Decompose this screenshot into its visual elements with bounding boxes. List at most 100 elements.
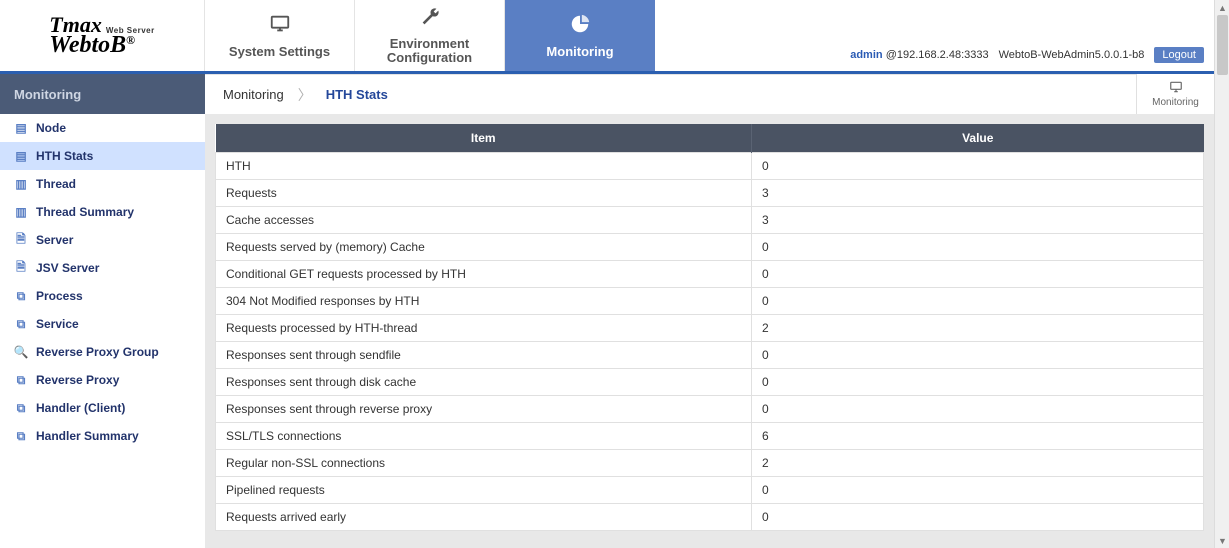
sidebar-item-process[interactable]: ⧉ Process	[0, 282, 205, 310]
cell-value: 3	[752, 180, 1204, 207]
tab-monitoring[interactable]: Monitoring	[505, 0, 655, 71]
scroll-thumb[interactable]	[1217, 15, 1228, 75]
cell-item: Cache accesses	[216, 207, 752, 234]
cell-value: 0	[752, 153, 1204, 180]
main-content: Monitoring 〉 HTH Stats Monitoring Item	[205, 74, 1214, 548]
sidebar-item-reverse-proxy[interactable]: ⧉Reverse Proxy	[0, 366, 205, 394]
header-right: admin @192.168.2.48:3333 WebtoB-WebAdmin…	[850, 47, 1204, 63]
list-icon: ▤	[14, 121, 28, 135]
cell-value: 0	[752, 342, 1204, 369]
sidebar-item-label: Handler Summary	[36, 429, 139, 443]
sidebar-item-label: Process	[36, 289, 83, 303]
tab-label: System Settings	[229, 44, 330, 59]
sidebar-item-service[interactable]: ⧉ Service	[0, 310, 205, 338]
col-header-value: Value	[752, 124, 1204, 153]
list-icon: 🔍	[14, 345, 28, 359]
table-row: 304 Not Modified responses by HTH0	[216, 288, 1204, 315]
list-icon: ▥	[14, 205, 28, 219]
cell-item: Pipelined requests	[216, 477, 752, 504]
sidebar-item-label: HTH Stats	[36, 149, 93, 163]
monitor-icon	[269, 13, 291, 44]
breadcrumb-root[interactable]: Monitoring	[223, 87, 284, 102]
sidebar-item-jsv-server[interactable]: 🗎 JSV Server	[0, 254, 205, 282]
crumb-bar: Monitoring 〉 HTH Stats Monitoring	[205, 74, 1214, 114]
table-row: Responses sent through reverse proxy0	[216, 396, 1204, 423]
tab-environment-configuration[interactable]: Environment Configuration	[355, 0, 505, 71]
cell-value: 2	[752, 315, 1204, 342]
cell-item: Requests processed by HTH-thread	[216, 315, 752, 342]
sidebar-item-reverse-proxy-group[interactable]: 🔍 Reverse Proxy Group	[0, 338, 205, 366]
sidebar-item-label: Reverse Proxy Group	[36, 345, 159, 359]
sidebar-item-label: Server	[36, 233, 73, 247]
cell-value: 0	[752, 504, 1204, 531]
cell-value: 0	[752, 234, 1204, 261]
crumb-action-monitoring[interactable]: Monitoring	[1136, 74, 1214, 114]
list-icon: 🗎	[14, 261, 28, 275]
table-row: HTH0	[216, 153, 1204, 180]
cell-value: 6	[752, 423, 1204, 450]
window-scrollbar[interactable]: ▲ ▼	[1214, 0, 1229, 548]
logo-line2: WebtoB	[49, 32, 126, 58]
sidebar-item-label: Thread Summary	[36, 205, 134, 219]
tab-label: Monitoring	[546, 44, 613, 59]
table-row: Responses sent through disk cache0	[216, 369, 1204, 396]
sidebar-item-hth-stats[interactable]: ▤ HTH Stats	[0, 142, 205, 170]
tab-system-settings[interactable]: System Settings	[205, 0, 355, 71]
sidebar-item-handler-summary[interactable]: ⧉Handler Summary	[0, 422, 205, 450]
version-label: WebtoB-WebAdmin5.0.0.1-b8	[999, 49, 1145, 61]
stats-table: Item Value HTH0Requests3Cache accesses3R…	[215, 124, 1204, 531]
sidebar-item-label: JSV Server	[36, 261, 99, 275]
tab-label: Environment Configuration	[355, 37, 504, 66]
sidebar-item-thread-summary[interactable]: ▥ Thread Summary	[0, 198, 205, 226]
sidebar-title: Monitoring	[0, 74, 205, 114]
sidebar-item-server[interactable]: 🗎 Server	[0, 226, 205, 254]
sidebar-item-label: Handler (Client)	[36, 401, 125, 415]
table-row: Responses sent through sendfile0	[216, 342, 1204, 369]
monitor-icon	[1168, 80, 1184, 97]
table-row: Requests3	[216, 180, 1204, 207]
list-icon: ⧉	[14, 401, 28, 415]
table-row: Conditional GET requests processed by HT…	[216, 261, 1204, 288]
cell-item: Responses sent through disk cache	[216, 369, 752, 396]
cell-value: 0	[752, 288, 1204, 315]
cell-item: Responses sent through sendfile	[216, 342, 752, 369]
logo-reg: ®	[126, 33, 135, 47]
sidebar-item-label: Thread	[36, 177, 76, 191]
sidebar-item-thread[interactable]: ▥ Thread	[0, 170, 205, 198]
cell-item: 304 Not Modified responses by HTH	[216, 288, 752, 315]
sidebar-item-node[interactable]: ▤ Node	[0, 114, 205, 142]
scroll-down-icon[interactable]: ▼	[1215, 533, 1229, 548]
list-icon: 🗎	[14, 233, 28, 247]
list-icon: ⧉	[14, 289, 28, 303]
table-row: Requests processed by HTH-thread2	[216, 315, 1204, 342]
scroll-up-icon[interactable]: ▲	[1215, 0, 1229, 15]
table-row: Cache accesses3	[216, 207, 1204, 234]
sidebar-item-handler-client-[interactable]: ⧉ Handler (Client)	[0, 394, 205, 422]
nav-tabs: System Settings Environment Configuratio…	[205, 0, 655, 71]
cell-value: 0	[752, 369, 1204, 396]
cell-item: HTH	[216, 153, 752, 180]
logo: Tmax Web Server WebtoB®	[0, 0, 205, 71]
table-row: Regular non-SSL connections2	[216, 450, 1204, 477]
list-icon: ⧉	[14, 373, 28, 387]
wrench-icon	[419, 6, 441, 37]
logout-button[interactable]: Logout	[1154, 47, 1204, 63]
top-header: Tmax Web Server WebtoB® System Settings	[0, 0, 1214, 74]
cell-item: SSL/TLS connections	[216, 423, 752, 450]
user-label: admin	[850, 49, 882, 61]
cell-value: 0	[752, 477, 1204, 504]
sidebar-item-label: Node	[36, 121, 66, 135]
list-icon: ⧉	[14, 317, 28, 331]
list-icon: ▥	[14, 177, 28, 191]
list-icon: ▤	[14, 149, 28, 163]
table-row: Requests served by (memory) Cache0	[216, 234, 1204, 261]
cell-value: 0	[752, 261, 1204, 288]
table-row: SSL/TLS connections6	[216, 423, 1204, 450]
host-label: @192.168.2.48:3333	[886, 49, 989, 61]
cell-item: Requests arrived early	[216, 504, 752, 531]
cell-item: Requests served by (memory) Cache	[216, 234, 752, 261]
cell-value: 0	[752, 396, 1204, 423]
crumb-action-label: Monitoring	[1152, 97, 1199, 108]
sidebar-item-label: Service	[36, 317, 79, 331]
cell-value: 3	[752, 207, 1204, 234]
